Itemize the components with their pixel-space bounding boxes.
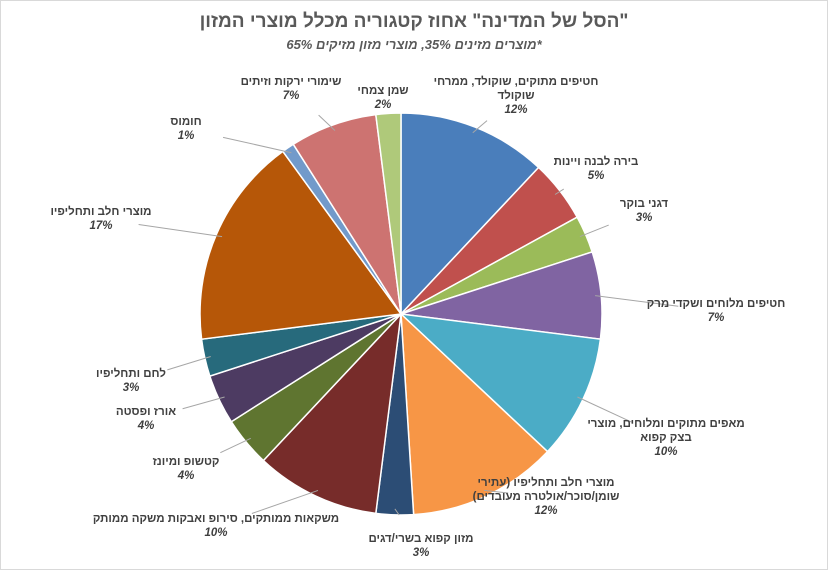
leader-line — [220, 437, 251, 454]
data-label: מוצרי חלב ותחליפיו (עתירי שומן/סוכר/אולט… — [461, 476, 631, 518]
value-label: 17% — [89, 220, 113, 232]
value-label: 12% — [534, 505, 558, 517]
data-label: מוצרי חלב ותחליפיו 17% — [31, 205, 171, 233]
leader-line — [138, 223, 223, 238]
value-label: 3% — [122, 382, 140, 394]
category-label: שימורי ירקות וזיתים — [240, 76, 342, 88]
value-label: 10% — [204, 527, 228, 539]
leader-line — [222, 136, 292, 154]
data-label: חטיפים מלוחים ושקדי מרק 7% — [636, 297, 796, 325]
category-label: לחם ותחליפיו — [96, 368, 166, 380]
leader-line — [394, 508, 400, 516]
leader-line — [472, 120, 488, 134]
value-label: 3% — [635, 212, 653, 224]
value-label: 5% — [587, 170, 605, 182]
category-label: חטיפים מלוחים ושקדי מרק — [646, 298, 786, 310]
pie-slice — [400, 312, 549, 516]
leader-line — [577, 396, 632, 423]
leader-line — [554, 188, 565, 195]
data-label: שימורי ירקות וזיתים 7% — [226, 75, 356, 103]
leader-line — [167, 356, 211, 371]
category-label: קטשופ ומיונז — [152, 456, 220, 468]
pie-slice — [400, 112, 540, 316]
category-label: משקאות ממותקים, סירופ ואבקות משקה ממותק — [92, 513, 340, 525]
data-label: מאפים מתוקים ומלוחים, מוצרי בצק קפוא 10% — [586, 417, 746, 459]
value-label: 10% — [654, 446, 678, 458]
value-label: 3% — [412, 547, 430, 559]
data-label: חומוס 1% — [156, 115, 216, 143]
value-label: 4% — [137, 420, 155, 432]
chart-title: "הסל של המדינה" אחוז קטגוריה מכלל מוצרי … — [199, 11, 629, 32]
category-label: מוצרי חלב ותחליפיו — [50, 206, 152, 218]
value-label: 7% — [282, 90, 300, 102]
leader-line — [182, 396, 225, 410]
leader-line — [595, 295, 679, 307]
pie-slice — [262, 311, 403, 515]
value-label: 7% — [707, 312, 725, 324]
data-label: דגני בוקר 3% — [604, 197, 684, 225]
value-label: 1% — [177, 130, 195, 142]
data-label: אורז ופסטה 4% — [96, 405, 196, 433]
data-label: חטיפים מתוקים, שוקולד, ממרחי שוקולד 12% — [431, 75, 601, 117]
data-label: לחם ותחליפיו 3% — [81, 367, 181, 395]
category-label: שמן צמחי — [357, 85, 409, 97]
leader-line — [579, 224, 609, 238]
data-label: קטשופ ומיונז 4% — [136, 455, 236, 483]
chart-subtitle: *מוצרים מזינים 35%, מוצרי מזון מזיקים 65… — [286, 37, 542, 52]
leader-line — [251, 489, 319, 514]
data-label: בירה לבנה ויינות 5% — [541, 155, 651, 183]
category-label: מאפים מתוקים ומלוחים, מוצרי בצק קפוא — [587, 418, 745, 444]
category-label: מוצרי חלב ותחליפיו (עתירי שומן/סוכר/אולט… — [472, 477, 620, 503]
data-label: משקאות ממותקים, סירופ ואבקות משקה ממותק 1… — [86, 512, 346, 540]
category-label: חטיפים מתוקים, שוקולד, ממרחי שוקולד — [433, 76, 599, 102]
pie-slice — [374, 112, 402, 315]
category-label: אורז ופסטה — [115, 406, 177, 418]
data-label: שמן צמחי 2% — [343, 84, 423, 112]
value-label: 4% — [177, 470, 195, 482]
pie-slice — [199, 150, 403, 341]
value-label: 12% — [504, 104, 528, 116]
leader-line — [318, 114, 336, 131]
category-label: דגני בוקר — [619, 198, 669, 210]
category-label: חומוס — [170, 116, 202, 128]
leader-line — [483, 489, 509, 494]
category-label: מזון קפוא בשרי/דגים — [368, 533, 474, 545]
data-label: מזון קפוא בשרי/דגים 3% — [361, 532, 481, 560]
category-label: בירה לבנה ויינות — [553, 156, 639, 168]
value-label: 2% — [374, 99, 392, 111]
